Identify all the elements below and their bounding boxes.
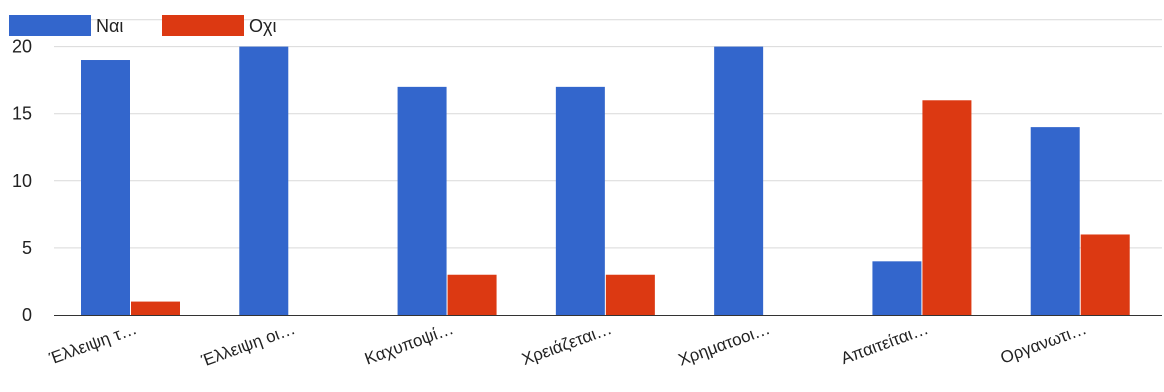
y-tick-label: 10 [12, 171, 32, 191]
x-tick-label: Χρειάζεται… [519, 319, 614, 369]
legend-label-yes: Ναι [96, 16, 123, 36]
bars [81, 46, 1130, 316]
bar-yes [397, 86, 447, 315]
legend: Ναι Οχι [9, 15, 276, 36]
legend-label-no: Οχι [249, 16, 276, 36]
gridlines [54, 19, 1162, 249]
bar-no [131, 301, 180, 315]
y-tick-label: 20 [12, 37, 32, 57]
legend-swatch-yes [9, 15, 91, 36]
x-tick-label: Απαιτείται… [838, 319, 931, 368]
x-tick-label: Χρηματοοι… [676, 319, 773, 370]
legend-swatch-no [162, 15, 244, 36]
y-tick-label: 0 [22, 305, 32, 325]
x-tick-label: Καχυποψί… [362, 319, 456, 369]
bar-no [922, 100, 972, 315]
bar-yes [714, 46, 764, 315]
bar-yes [872, 261, 922, 315]
y-tick-label: 5 [22, 238, 32, 258]
bar-yes [555, 86, 605, 315]
bar-yes [239, 46, 289, 315]
x-tick-label: Έλλειψη οι… [198, 319, 298, 371]
bar-yes [1030, 127, 1080, 316]
x-tick-label: Οργανωτι… [998, 319, 1089, 368]
x-tick-label: Έλλειψη τ… [46, 319, 140, 369]
bar-no [605, 274, 655, 315]
bar-yes [81, 60, 130, 315]
y-tick-label: 15 [12, 104, 32, 124]
bar-no [447, 274, 497, 315]
bar-no [1080, 234, 1130, 315]
